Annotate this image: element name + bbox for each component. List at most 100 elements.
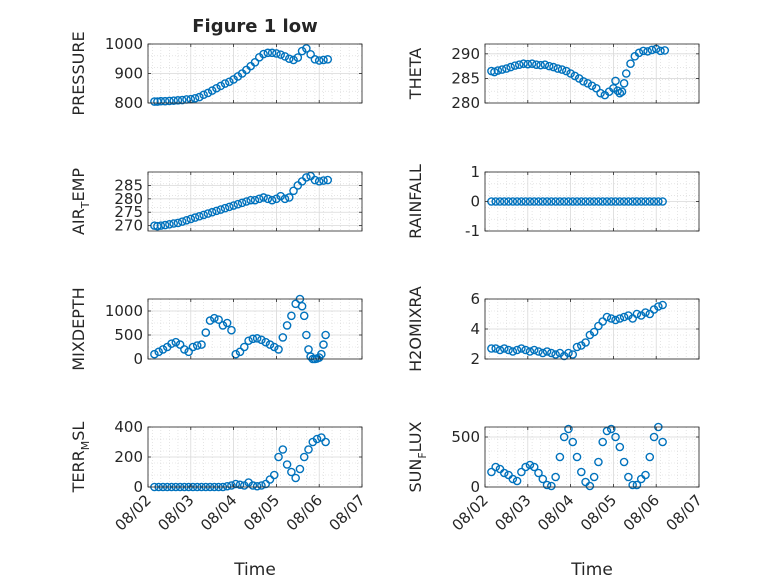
theta-point <box>609 83 618 93</box>
rainfall-point <box>636 197 646 206</box>
theta-point <box>566 69 575 78</box>
pressure-point <box>280 52 290 61</box>
rainfall-point <box>577 197 586 206</box>
h2omixra-point <box>628 314 637 323</box>
pressure-point <box>284 54 294 64</box>
sun-flux-point <box>619 457 629 467</box>
theta-point <box>549 62 558 72</box>
mixdepth-point <box>248 334 258 344</box>
terr-msl-ytick-label: 0 <box>133 478 143 496</box>
rainfall-point <box>585 197 595 206</box>
theta-point <box>540 60 550 69</box>
sun-flux-point <box>529 462 539 472</box>
air-temp-point <box>267 195 277 205</box>
sun-flux-point <box>525 460 535 470</box>
theta-point <box>536 60 545 70</box>
mixdepth-point <box>210 313 219 323</box>
rainfall-point <box>611 197 620 206</box>
terr-msl-point <box>274 452 283 462</box>
theta-ytick-label: 285 <box>451 69 480 87</box>
h2omixra-point <box>632 309 642 319</box>
pressure-point <box>272 49 281 58</box>
air-temp-point <box>323 175 333 185</box>
air-temp-ytick-label: 280 <box>114 190 143 208</box>
air-temp-ylabel-rest: EMP <box>69 168 88 202</box>
theta-point <box>553 64 563 73</box>
h2omixra-point <box>551 350 560 359</box>
theta-point <box>510 61 520 70</box>
mixdepth-point <box>158 345 168 354</box>
terr-msl-ytick-label: 200 <box>114 448 143 466</box>
sun-flux-point <box>658 437 667 447</box>
air-temp-plot-area <box>148 172 362 231</box>
mixdepth-axes-box <box>147 298 363 360</box>
theta-point <box>519 59 528 68</box>
air-temp-point <box>229 201 238 210</box>
mixdepth-point <box>205 316 215 325</box>
theta-point <box>493 66 503 75</box>
terr-msl-xlabel: Time <box>233 560 276 580</box>
pressure-point <box>207 86 217 95</box>
pressure-point <box>199 90 208 100</box>
mixdepth-ylabel: MIXDEPTH <box>69 287 88 370</box>
air-temp-point <box>173 218 183 228</box>
air-temp-point <box>190 213 200 222</box>
h2omixra-point <box>581 338 590 347</box>
pressure-markers <box>150 44 333 106</box>
rainfall-point <box>598 197 608 206</box>
sun-flux-point <box>564 424 573 434</box>
h2omixra-point <box>504 345 513 355</box>
terr-msl-ylabel-rest: SL <box>69 422 88 441</box>
sun-flux-point <box>641 470 650 480</box>
terr-msl-point <box>291 473 300 483</box>
mixdepth-point <box>180 345 189 354</box>
sun-flux-point <box>521 462 530 472</box>
terr-msl-point <box>282 460 292 469</box>
rainfall-point <box>529 197 539 206</box>
air-temp-markers <box>150 171 333 231</box>
air-temp-point <box>250 195 260 205</box>
terr-msl-point <box>257 481 266 490</box>
rainfall-point <box>542 197 552 206</box>
mixdepth-point <box>282 321 292 330</box>
rainfall-point <box>624 197 633 206</box>
sun-flux-point <box>589 472 599 482</box>
theta-point <box>506 62 515 72</box>
pressure-point <box>293 53 303 62</box>
rainfall-point <box>491 197 501 206</box>
sun-flux-point <box>577 467 586 477</box>
sun-flux-point <box>585 481 595 491</box>
theta-point <box>497 65 507 74</box>
h2omixra-point <box>645 309 655 319</box>
mixdepth-point <box>235 347 245 357</box>
air-temp-point <box>289 186 298 196</box>
rainfall-point <box>555 197 565 206</box>
pressure-point <box>276 50 285 59</box>
pressure-point <box>169 96 178 105</box>
h2omixra-point <box>487 344 496 353</box>
h2omixra-point <box>602 312 612 322</box>
theta-point <box>613 86 622 96</box>
h2omixra-point <box>529 345 539 355</box>
mixdepth-point <box>317 349 326 359</box>
terr-msl-point <box>287 467 296 477</box>
sun-flux-ytick-label: 500 <box>451 428 480 446</box>
theta-point <box>587 81 597 91</box>
sun-flux-axes-box <box>484 426 700 488</box>
theta-point <box>583 79 593 88</box>
mixdepth-minor-grid <box>148 299 362 359</box>
h2omixra-point <box>598 317 608 326</box>
subplot-h2omixra: 2 4 6 H2OMIXRA <box>406 286 700 372</box>
theta-ytick-label: 280 <box>451 94 480 112</box>
sun-flux-point <box>534 468 543 478</box>
mixdepth-point <box>201 328 211 337</box>
mixdepth-point <box>171 337 181 347</box>
mixdepth-point <box>218 321 228 330</box>
rainfall-point <box>649 197 659 206</box>
sun-flux-point <box>615 442 625 452</box>
terr-msl-point <box>321 437 330 447</box>
terr-msl-ylabel-sub: M <box>79 441 92 451</box>
h2omixra-ytick-label: 2 <box>470 350 480 368</box>
theta-point <box>570 71 580 81</box>
